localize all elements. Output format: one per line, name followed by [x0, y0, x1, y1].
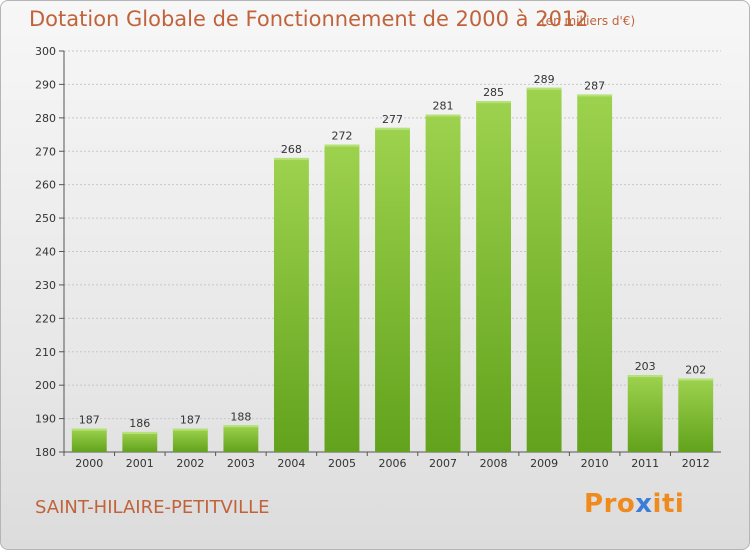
x-tick-label: 2011 — [631, 457, 659, 470]
bar-highlight — [425, 114, 461, 117]
logo-letter: t — [661, 489, 675, 519]
data-label: 277 — [382, 113, 403, 126]
bar-highlight — [375, 127, 410, 130]
bar — [324, 144, 360, 453]
y-tick-label: 220 — [35, 312, 56, 325]
bar-highlight — [577, 94, 613, 97]
bar — [273, 157, 309, 452]
data-label: 202 — [685, 363, 706, 376]
bar — [425, 114, 461, 452]
bar-highlight — [122, 431, 158, 434]
bar — [122, 431, 158, 452]
logo-letter: P — [584, 489, 604, 519]
bars — [71, 87, 714, 453]
bar — [678, 378, 714, 452]
x-tick-label: 2002 — [176, 457, 204, 470]
y-tick-label: 270 — [35, 145, 56, 158]
x-tick-label: 2010 — [581, 457, 609, 470]
x-tick-label: 2007 — [429, 457, 457, 470]
y-tick-label: 300 — [35, 45, 56, 58]
bar-highlight — [273, 157, 309, 160]
x-tick-label: 2003 — [227, 457, 255, 470]
city-name: SAINT-HILAIRE-PETITVILLE — [35, 497, 270, 518]
bar-highlight — [526, 87, 562, 90]
bar — [577, 94, 613, 453]
data-label: 188 — [230, 410, 251, 423]
bar-highlight — [627, 375, 663, 378]
chart-title: Dotation Globale de Fonctionnement de 20… — [29, 7, 589, 31]
y-tick-labels: 180 190 200 210 220 230 240 250 260 270 280 290 300 — [35, 45, 56, 459]
bar — [172, 428, 208, 452]
logo-letter: x — [635, 489, 653, 519]
data-label: 285 — [483, 86, 504, 99]
bar-highlight — [71, 428, 107, 431]
bar — [476, 101, 512, 452]
bar — [71, 428, 107, 452]
y-tick-label: 250 — [35, 212, 56, 225]
y-tick-label: 280 — [35, 112, 56, 125]
data-label: 287 — [584, 79, 605, 92]
data-label: 272 — [331, 130, 352, 143]
y-tick-label: 180 — [35, 446, 56, 459]
x-tick-label: 2001 — [126, 457, 154, 470]
bar-highlight — [172, 428, 208, 431]
bar — [526, 87, 562, 452]
y-tick-label: 290 — [35, 78, 56, 91]
data-labels: 187 186 187 188 268 272 277 281 285 289 287 203 202 — [79, 73, 706, 430]
y-tick-label: 260 — [35, 179, 56, 192]
data-label: 289 — [534, 73, 555, 86]
bar — [375, 127, 410, 452]
x-tick-label: 2004 — [277, 457, 305, 470]
y-tick-label: 240 — [35, 246, 56, 259]
y-tick-label: 200 — [35, 379, 56, 392]
logo-letter: i — [652, 489, 662, 519]
y-tick-label: 210 — [35, 346, 56, 359]
data-label: 186 — [129, 417, 150, 430]
logo-letter: o — [616, 489, 636, 519]
x-tick-labels: 2000 2001 2002 2003 2004 2005 2006 2007 2008 2009… — [63, 452, 710, 470]
data-label: 187 — [180, 414, 201, 427]
proxiti-logo: Proxiti — [584, 489, 684, 519]
data-label: 187 — [79, 414, 100, 427]
bar — [627, 375, 663, 452]
x-tick-label: 2012 — [682, 457, 710, 470]
x-tick-label: 2006 — [379, 457, 407, 470]
x-tick-label: 2008 — [480, 457, 508, 470]
data-label: 281 — [433, 99, 454, 112]
bar-highlight — [476, 101, 512, 104]
y-tick-label: 190 — [35, 413, 56, 426]
x-tick-label: 2005 — [328, 457, 356, 470]
x-tick-label: 2000 — [75, 457, 103, 470]
bar-highlight — [324, 144, 360, 147]
data-label: 203 — [635, 360, 656, 373]
data-label: 268 — [281, 143, 302, 156]
logo-letter: r — [603, 489, 617, 519]
bar — [223, 425, 259, 452]
x-tick-label: 2009 — [530, 457, 558, 470]
bar-highlight — [223, 425, 259, 428]
y-tick-label: 230 — [35, 279, 56, 292]
bar-highlight — [678, 378, 714, 381]
logo-letter: i — [674, 489, 685, 519]
unit-note: (en milliers d'€) — [541, 14, 636, 28]
